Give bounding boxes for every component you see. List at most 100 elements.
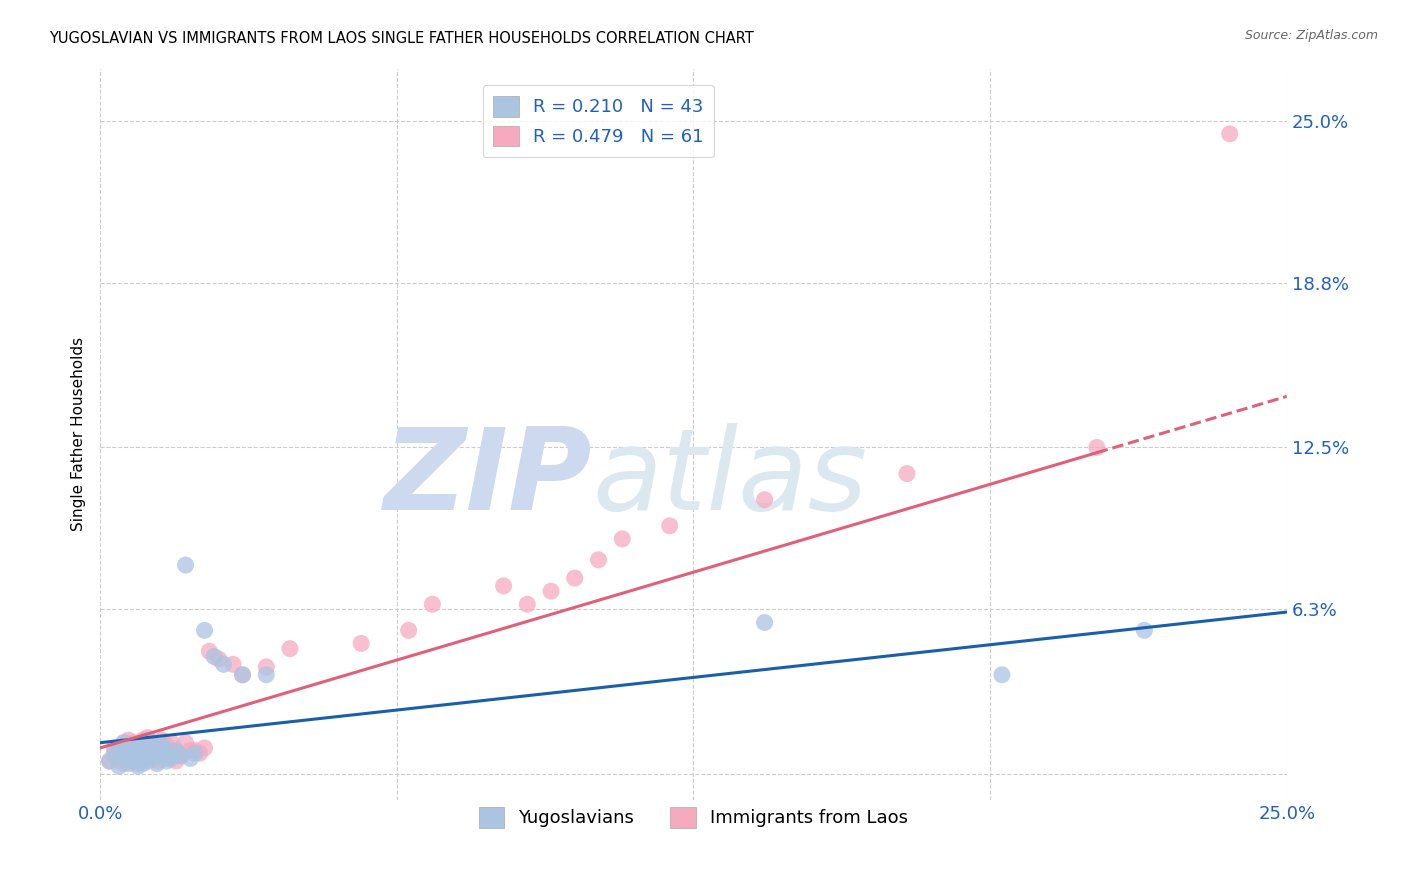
Point	[398, 624, 420, 638]
Point	[136, 743, 159, 757]
Point	[198, 644, 221, 658]
Point	[132, 741, 155, 756]
Text: ZIP: ZIP	[384, 423, 592, 533]
Point	[132, 756, 155, 771]
Point	[136, 746, 159, 760]
Point	[612, 532, 634, 546]
Point	[170, 748, 193, 763]
Point	[98, 754, 121, 768]
Point	[193, 741, 215, 756]
Point	[188, 746, 211, 760]
Point	[564, 571, 586, 585]
Point	[991, 667, 1014, 681]
Y-axis label: Single Father Households: Single Father Households	[72, 337, 86, 532]
Point	[136, 731, 159, 745]
Point	[160, 748, 183, 763]
Point	[132, 733, 155, 747]
Point	[174, 558, 197, 572]
Point	[540, 584, 562, 599]
Point	[492, 579, 515, 593]
Point	[136, 754, 159, 768]
Point	[170, 748, 193, 763]
Point	[127, 756, 149, 771]
Point	[193, 624, 215, 638]
Point	[422, 597, 444, 611]
Point	[150, 739, 173, 753]
Point	[516, 597, 538, 611]
Point	[127, 743, 149, 757]
Point	[179, 743, 201, 757]
Point	[122, 736, 145, 750]
Point	[132, 743, 155, 757]
Point	[103, 746, 125, 760]
Point	[108, 741, 131, 756]
Point	[112, 736, 135, 750]
Point	[754, 615, 776, 630]
Point	[150, 746, 173, 760]
Point	[141, 743, 163, 757]
Point	[117, 733, 139, 747]
Point	[127, 748, 149, 763]
Text: atlas: atlas	[592, 423, 868, 533]
Point	[103, 748, 125, 763]
Point	[165, 754, 187, 768]
Point	[108, 759, 131, 773]
Point	[208, 652, 231, 666]
Text: Source: ZipAtlas.com: Source: ZipAtlas.com	[1244, 29, 1378, 42]
Point	[1219, 127, 1241, 141]
Point	[155, 743, 177, 757]
Point	[212, 657, 235, 672]
Point	[141, 748, 163, 763]
Point	[231, 667, 253, 681]
Point	[132, 748, 155, 763]
Point	[150, 748, 173, 763]
Point	[103, 741, 125, 756]
Point	[108, 743, 131, 757]
Point	[174, 736, 197, 750]
Point	[222, 657, 245, 672]
Point	[132, 754, 155, 768]
Point	[108, 754, 131, 768]
Point	[112, 746, 135, 760]
Point	[117, 743, 139, 757]
Point	[155, 739, 177, 753]
Point	[202, 649, 225, 664]
Point	[179, 751, 201, 765]
Point	[127, 751, 149, 765]
Point	[117, 751, 139, 765]
Point	[122, 746, 145, 760]
Point	[184, 743, 207, 757]
Point	[1133, 624, 1156, 638]
Point	[141, 751, 163, 765]
Point	[150, 733, 173, 747]
Point	[278, 641, 301, 656]
Point	[112, 736, 135, 750]
Point	[122, 746, 145, 760]
Point	[160, 751, 183, 765]
Point	[146, 741, 169, 756]
Point	[117, 756, 139, 771]
Point	[146, 741, 169, 756]
Point	[146, 754, 169, 768]
Point	[155, 754, 177, 768]
Point	[112, 743, 135, 757]
Point	[231, 667, 253, 681]
Point	[112, 756, 135, 771]
Point	[1085, 441, 1108, 455]
Point	[98, 754, 121, 768]
Point	[350, 636, 373, 650]
Point	[896, 467, 918, 481]
Point	[136, 751, 159, 765]
Point	[165, 743, 187, 757]
Point	[141, 739, 163, 753]
Point	[754, 492, 776, 507]
Point	[117, 748, 139, 763]
Point	[122, 754, 145, 768]
Point	[254, 667, 277, 681]
Point	[112, 751, 135, 765]
Point	[658, 518, 681, 533]
Point	[165, 743, 187, 757]
Point	[146, 756, 169, 771]
Point	[588, 553, 610, 567]
Legend: Yugoslavians, Immigrants from Laos: Yugoslavians, Immigrants from Laos	[471, 800, 915, 835]
